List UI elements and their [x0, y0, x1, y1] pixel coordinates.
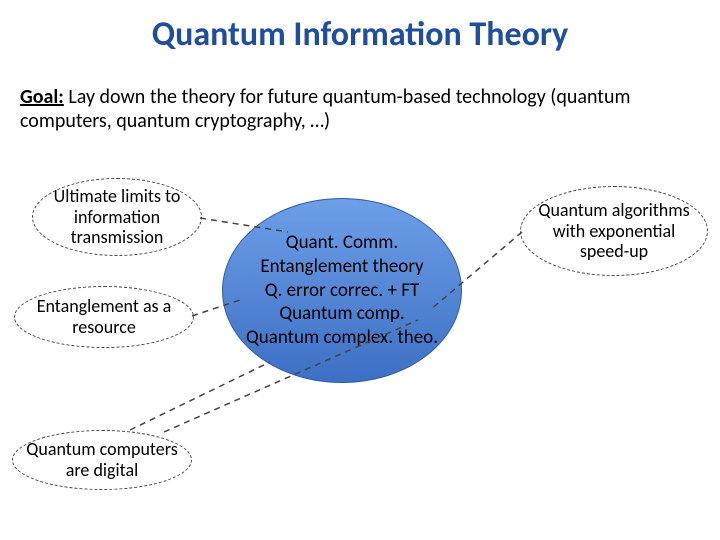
slide: Quantum Information Theory Goal: Lay dow… [0, 0, 720, 540]
center-line: Quant. Comm. [286, 231, 398, 255]
goal-text: Goal: Lay down the theory for future qua… [20, 85, 700, 133]
center-line: Entanglement theory [260, 255, 423, 279]
slide-title: Quantum Information Theory [0, 14, 720, 55]
center-line: Quantum comp. [279, 302, 404, 326]
callout-algos: Quantum algorithms with exponential spee… [520, 186, 708, 276]
center-line: Q. error correc. + FT [265, 279, 419, 303]
center-ellipse: Quant. Comm.Entanglement theoryQ. error … [222, 198, 462, 383]
callout-digital: Quantum computers are digital [12, 430, 192, 490]
center-line: Quantum complex. theo. [246, 326, 438, 350]
connector-line [130, 362, 270, 430]
callout-entres: Entanglement as a resource [14, 286, 194, 348]
callout-limits: Ultimate limits to information transmiss… [32, 178, 202, 256]
goal-label: Goal: [20, 85, 64, 109]
goal-body: Lay down the theory for future quantum-b… [20, 85, 630, 133]
